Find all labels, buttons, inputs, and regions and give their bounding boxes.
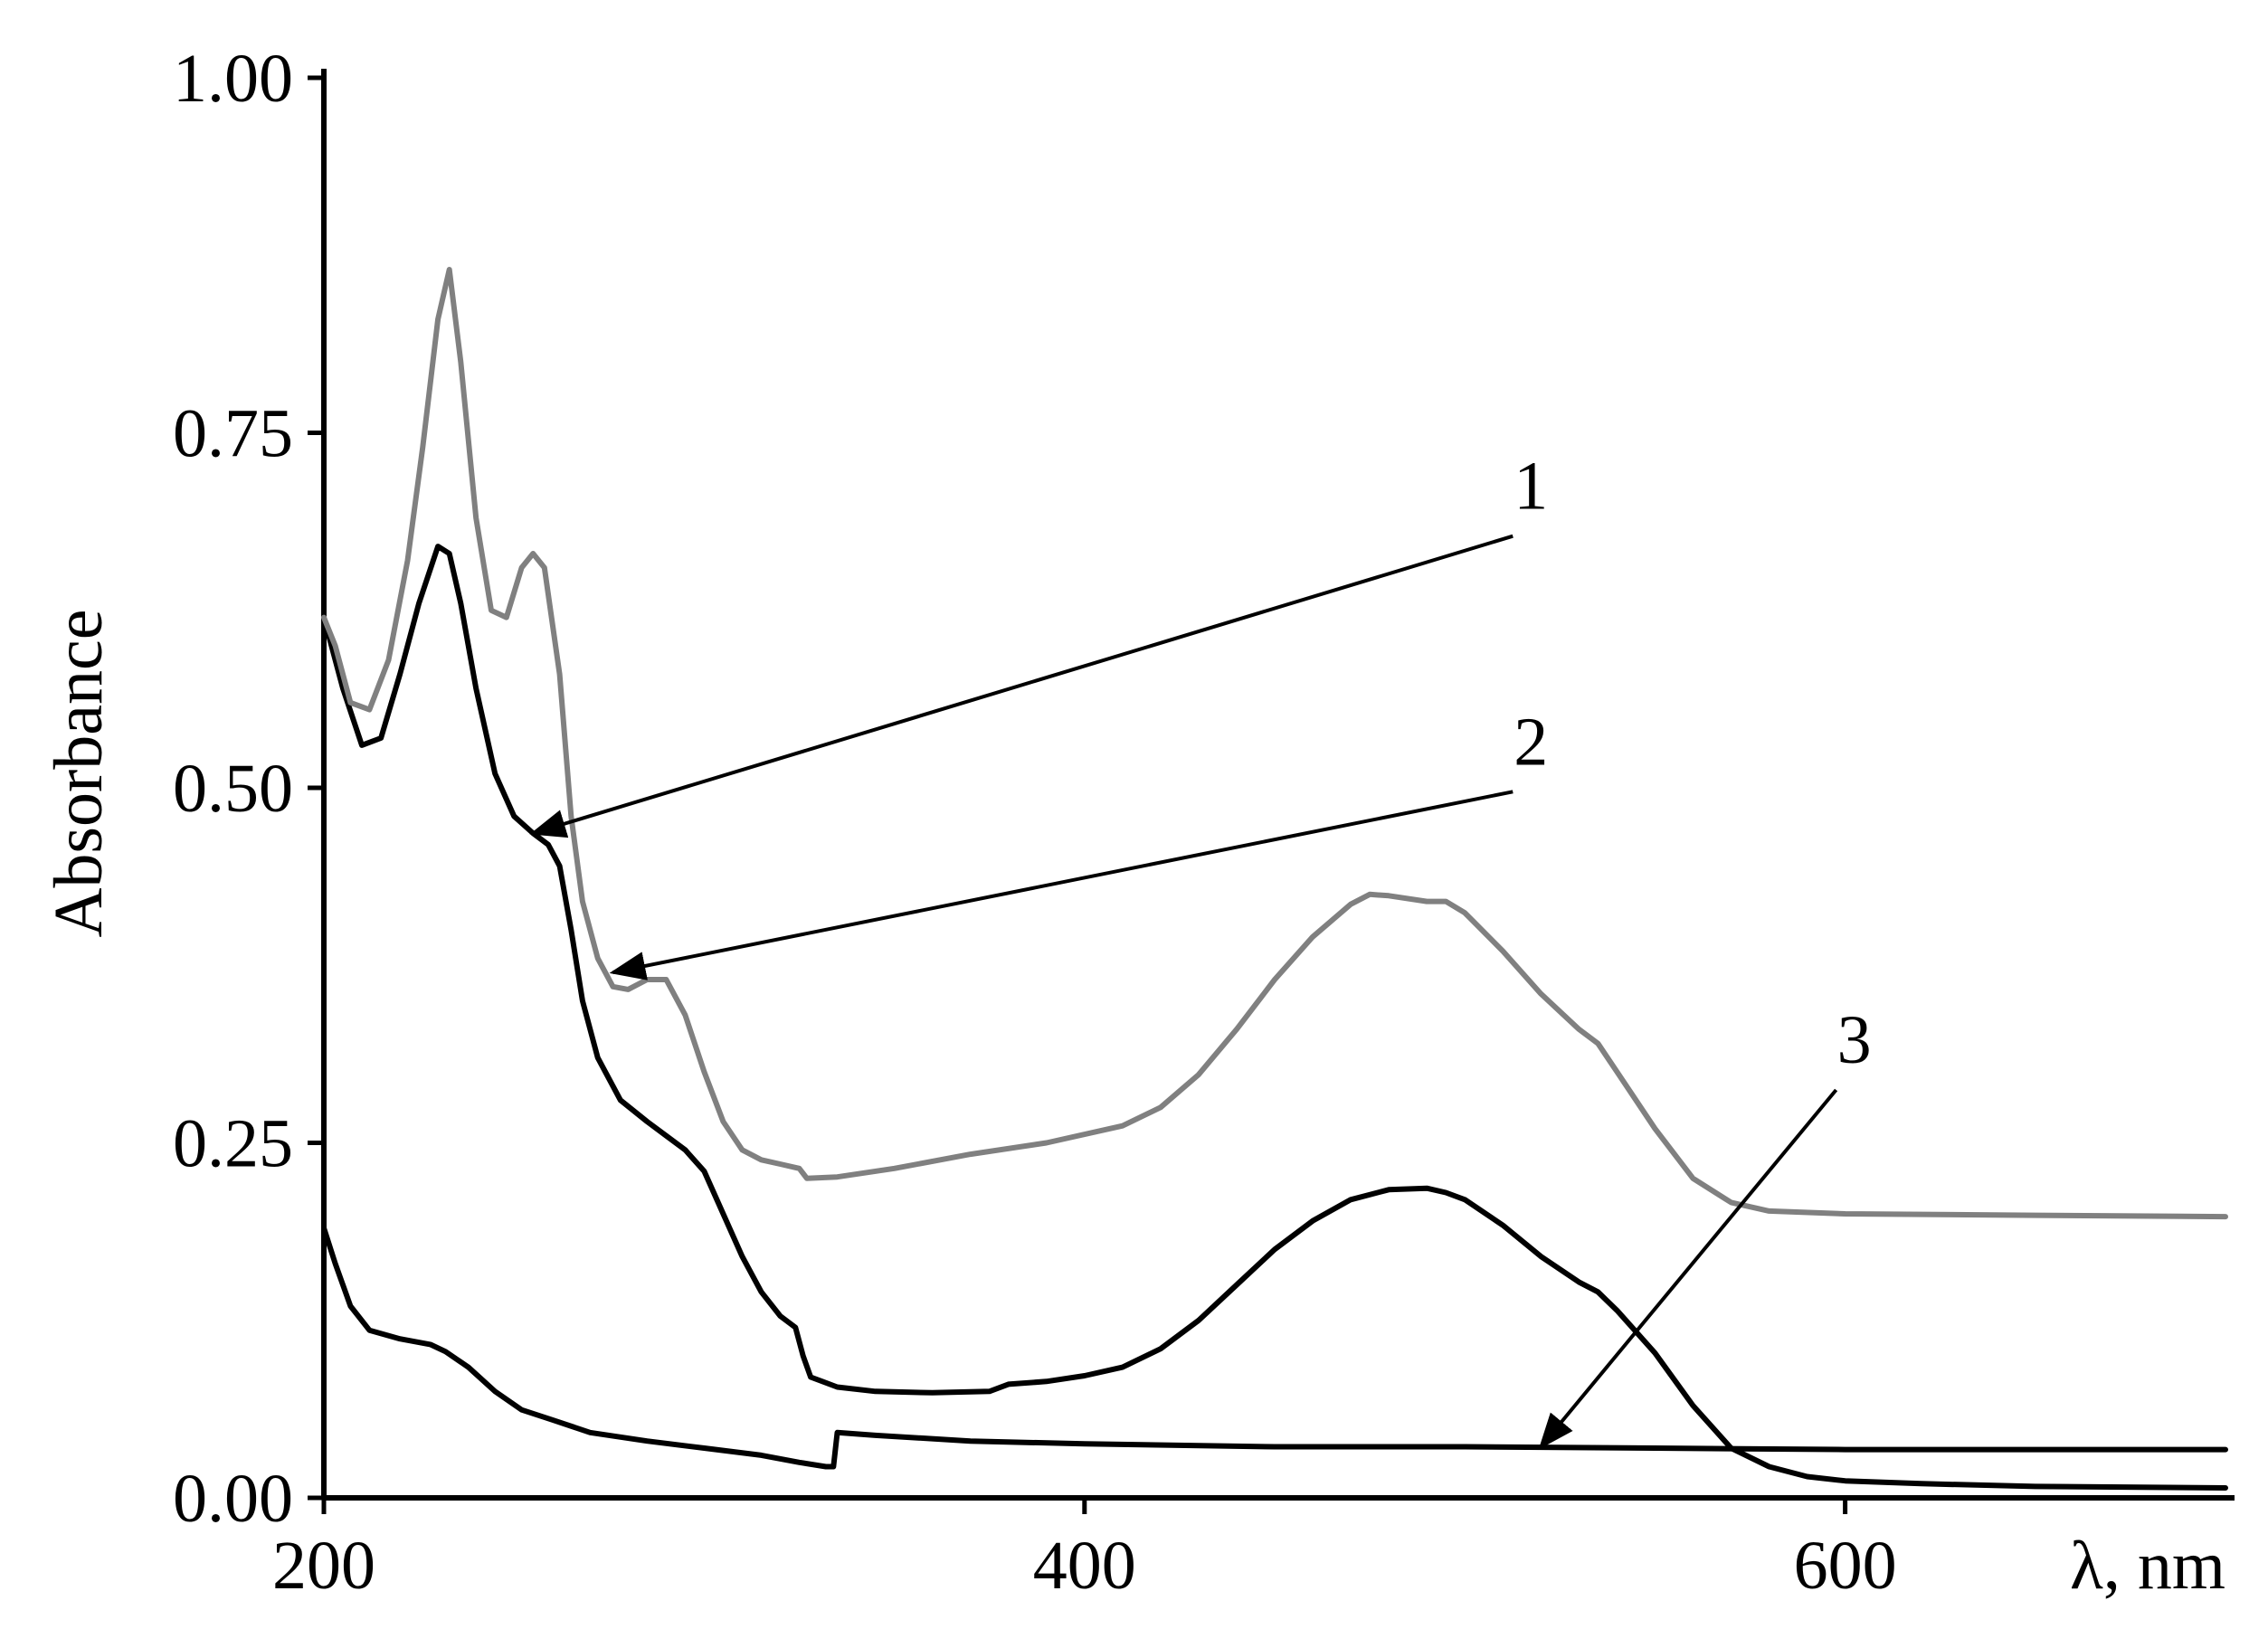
y-tick-label: 0.75 bbox=[173, 396, 293, 472]
y-tick-label: 0.25 bbox=[173, 1106, 293, 1182]
series-2-line bbox=[321, 267, 2228, 1220]
x-tick-label: 200 bbox=[272, 1528, 375, 1604]
annotation-layer: 1 2 3 bbox=[529, 449, 1872, 1450]
y-tick-label: 0.00 bbox=[173, 1461, 293, 1537]
y-tick-label: 0.50 bbox=[173, 751, 293, 827]
annotation-arrow-1 bbox=[529, 534, 1514, 838]
x-tick-label: 400 bbox=[1033, 1528, 1136, 1604]
x-axis-label: λ, nm bbox=[2070, 1528, 2225, 1604]
axes bbox=[321, 69, 2235, 1501]
annotation-label-1: 1 bbox=[1514, 449, 1548, 525]
tick-layer: 0.00 0.25 0.50 0.75 1.00 200 400 600 bbox=[173, 41, 1897, 1604]
series-1-line bbox=[321, 544, 2228, 1491]
series-layer bbox=[321, 267, 2228, 1491]
y-axis-label: Absorbance bbox=[41, 610, 117, 938]
annotation-label-3: 3 bbox=[1837, 1002, 1872, 1078]
annotation-arrow-2 bbox=[609, 790, 1514, 980]
annotation-label-2: 2 bbox=[1514, 704, 1548, 780]
y-tick-label: 1.00 bbox=[173, 41, 293, 117]
annotation-arrow-3 bbox=[1538, 1088, 1838, 1450]
x-tick-label: 600 bbox=[1794, 1528, 1897, 1604]
series-3-line bbox=[321, 1225, 2228, 1470]
